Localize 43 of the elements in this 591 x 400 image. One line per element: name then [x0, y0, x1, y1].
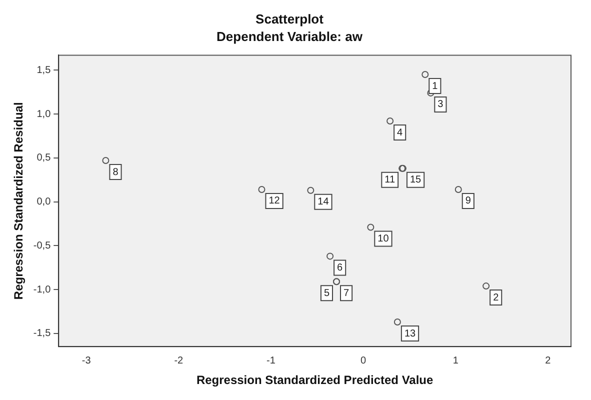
point — [454, 186, 462, 193]
annotation: 14 — [318, 196, 330, 208]
annotation: 5 — [324, 288, 330, 299]
annotation: 9 — [465, 196, 472, 207]
annotation: 15 — [410, 174, 422, 186]
annotation: 13 — [404, 328, 416, 340]
annotation: 7 — [344, 288, 350, 299]
y-tick-label: 0,0 — [36, 196, 52, 208]
annotation: 1 — [432, 80, 438, 92]
point — [482, 282, 490, 290]
point — [386, 118, 394, 125]
y-tick-label: -0,5 — [33, 240, 52, 252]
x-tick-label: 2 — [545, 355, 552, 366]
y-tick-label: 1,5 — [36, 64, 52, 76]
y-tick-label: -1,5 — [33, 328, 52, 340]
x-tick-label: -1 — [266, 355, 276, 366]
annotation: 10 — [378, 233, 390, 244]
x-tick-label: -3 — [82, 355, 92, 366]
point — [326, 252, 334, 260]
x-axis-title: Regression Standardized Predicted Value — [196, 373, 434, 388]
x-tick-label: 0 — [360, 355, 366, 366]
annotation: 2 — [493, 292, 500, 304]
y-tick-label: 0,5 — [36, 152, 52, 164]
annotation: 12 — [268, 196, 280, 207]
annotation: 6 — [337, 262, 344, 274]
point — [394, 318, 401, 326]
point — [422, 71, 429, 78]
annotation: 4 — [397, 127, 404, 138]
annotation: 8 — [112, 166, 119, 178]
x-tick-label: -2 — [174, 355, 184, 366]
point — [258, 186, 266, 193]
point — [102, 157, 110, 164]
chart-subtitle: Dependent Variable: aw — [216, 28, 364, 44]
x-tick-label: 1 — [452, 355, 459, 366]
annotation: 3 — [438, 99, 444, 110]
y-tick-label: -1,0 — [33, 284, 52, 296]
y-axis-title: Regression Standardized Residual — [12, 102, 26, 300]
y-tick-label: 1,0 — [36, 108, 52, 120]
point — [367, 224, 374, 231]
point — [307, 186, 314, 194]
point — [427, 89, 434, 96]
annotation: 11 — [384, 174, 396, 186]
chart-title: Scatterplot — [256, 11, 324, 26]
